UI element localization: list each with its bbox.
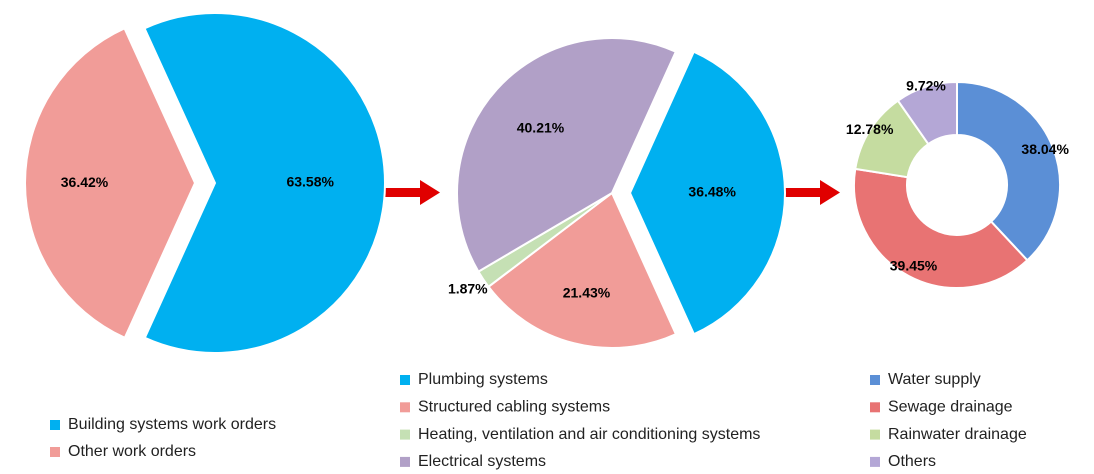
data-label: 63.58%	[286, 174, 334, 190]
slice	[487, 191, 678, 349]
legend-label: Heating, ventilation and air conditionin…	[418, 426, 760, 443]
data-label: 21.43%	[563, 284, 611, 300]
legend-label: Others	[888, 453, 936, 470]
data-label: 1.87%	[448, 280, 488, 296]
slice	[456, 37, 678, 273]
legend-label: Other work orders	[68, 443, 196, 460]
data-label: 12.78%	[846, 121, 894, 137]
slice	[24, 26, 197, 340]
slice	[628, 50, 786, 336]
legend-label: Electrical systems	[418, 453, 546, 470]
legend-swatch	[400, 429, 410, 440]
legend-label: Sewage drainage	[888, 399, 1013, 416]
legend-label: Structured cabling systems	[418, 399, 610, 416]
data-label: 38.04%	[1021, 141, 1069, 157]
arrow	[380, 180, 440, 205]
legend-swatch	[50, 447, 60, 457]
legend-swatch	[870, 456, 880, 467]
legend-label: Plumbing systems	[418, 371, 548, 388]
data-label: 36.48%	[688, 184, 736, 200]
data-label: 39.45%	[890, 258, 938, 274]
slice	[956, 80, 1061, 262]
legend-label: Water supply	[888, 371, 981, 388]
slice	[143, 12, 386, 354]
data-label: 9.72%	[906, 77, 946, 93]
legend-swatch	[870, 402, 880, 413]
data-label: 40.21%	[517, 120, 565, 136]
legend-swatch	[50, 420, 60, 430]
legend-swatch	[870, 375, 880, 385]
data-label: 36.42%	[61, 174, 109, 190]
slice	[896, 80, 958, 146]
slice	[853, 167, 1029, 289]
legend-label: Rainwater drainage	[888, 426, 1027, 443]
legend-swatch	[870, 429, 880, 440]
legend-label: Building systems work orders	[68, 416, 276, 433]
legend-swatch	[400, 375, 410, 385]
arrow	[780, 180, 840, 205]
legend-swatch	[400, 402, 410, 413]
legend-swatch	[400, 456, 410, 467]
